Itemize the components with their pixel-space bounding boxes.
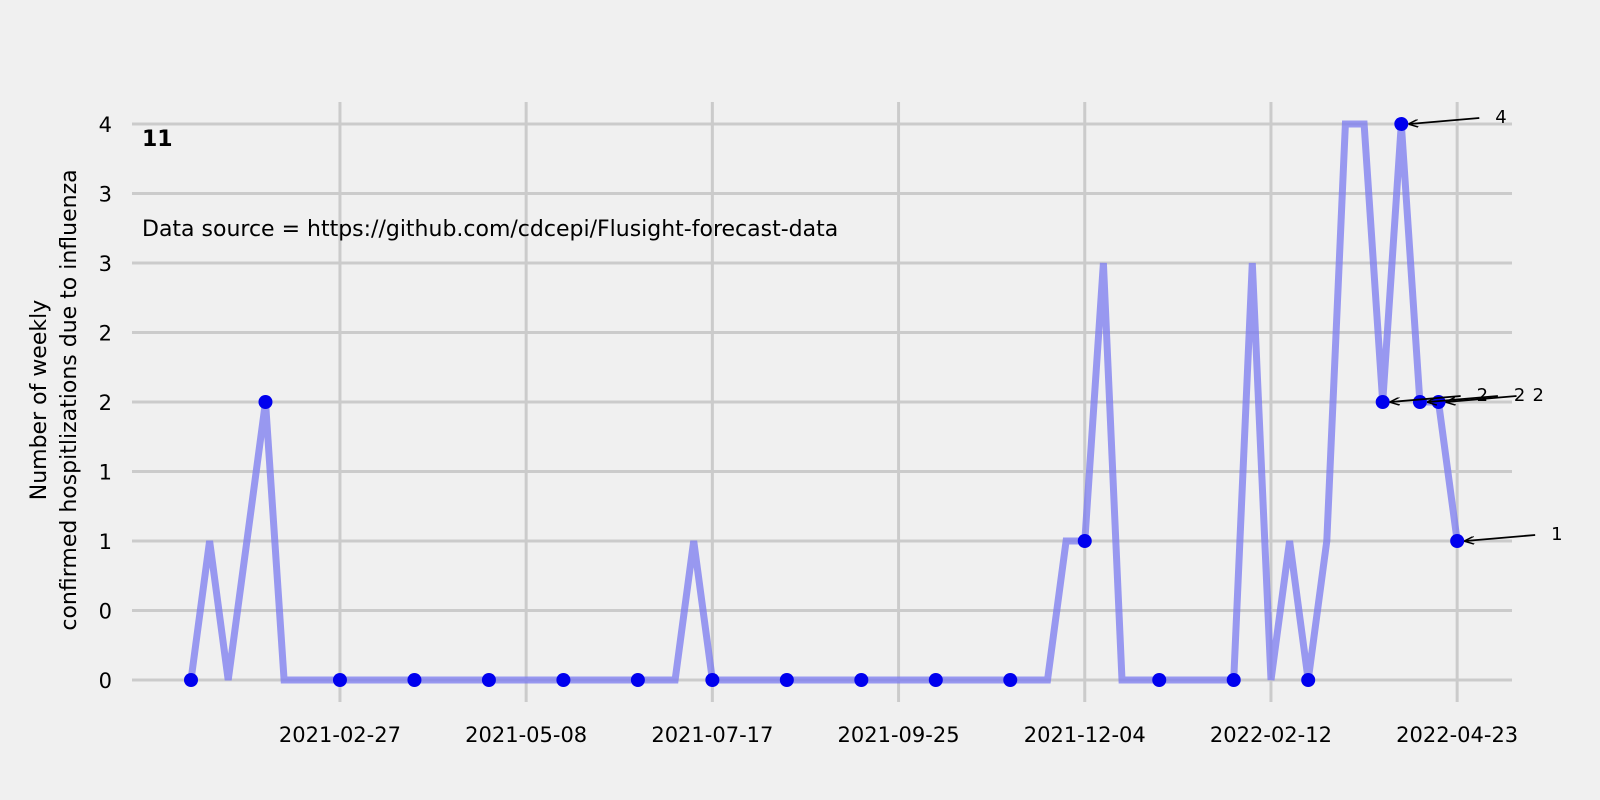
annotation-arrow <box>1465 534 1536 541</box>
data-point-marker <box>1394 117 1409 131</box>
annotation-arrow <box>1428 395 1498 402</box>
data-point-marker <box>1301 673 1316 687</box>
x-tick-labels: 2021-02-27 2021-05-08 2021-07-17 2021-09-25… <box>279 723 1518 747</box>
annotation-label: 2 <box>1477 385 1488 406</box>
data-point-marker <box>332 673 347 687</box>
y-tick-label: 1 <box>99 461 112 485</box>
x-tick-label: 2021-07-17 <box>651 723 773 747</box>
data-point-marker <box>556 673 571 687</box>
annotation-arrow <box>1391 395 1461 402</box>
y-tick-label: 3 <box>99 183 112 207</box>
y-tick-labels: 0 0 1 1 2 2 3 3 4 <box>99 113 112 693</box>
y-axis-label-line-2: confirmed hospitlizations due to influen… <box>57 169 82 630</box>
annotation-label: 2 <box>1514 385 1525 406</box>
data-point-marker <box>1412 395 1427 409</box>
y-tick-label: 0 <box>99 600 112 624</box>
annotation-arrow <box>1447 395 1517 402</box>
grid <box>132 102 1512 702</box>
x-tick-label: 2022-02-12 <box>1210 723 1332 747</box>
data-point-marker <box>854 673 869 687</box>
markers-layer <box>184 117 1465 687</box>
x-tick-label: 2022-04-23 <box>1396 723 1518 747</box>
x-tick-label: 2021-09-25 <box>838 723 960 747</box>
annotation-label: 2 <box>1533 385 1544 406</box>
data-point-marker <box>258 395 273 409</box>
data-point-marker <box>1077 534 1092 548</box>
data-point-marker <box>1450 534 1465 548</box>
y-tick-label: 4 <box>99 113 112 137</box>
panel-label: 11 <box>142 127 173 152</box>
series-line <box>187 120 1461 684</box>
y-axis-label: Number of weekly confirmed hospitlizatio… <box>27 169 82 630</box>
data-point-marker <box>1152 673 1167 687</box>
y-tick-label: 1 <box>99 530 112 554</box>
data-point-marker <box>1003 673 1018 687</box>
data-source-note: Data source = https://github.com/cdcepi/… <box>142 217 838 242</box>
data-point-marker <box>705 673 720 687</box>
series-layer <box>187 120 1461 684</box>
data-point-marker <box>779 673 794 687</box>
data-point-marker <box>407 673 422 687</box>
annotations-layer: 42 2 21 <box>1391 107 1563 545</box>
x-tick-label: 2021-05-08 <box>465 723 587 747</box>
y-tick-label: 2 <box>99 391 112 415</box>
data-point-marker <box>1375 395 1390 409</box>
data-point-marker <box>928 673 943 687</box>
data-point-marker <box>630 673 645 687</box>
data-point-marker <box>184 673 198 687</box>
annotation-arrow <box>1409 117 1480 124</box>
y-tick-label: 2 <box>99 322 112 346</box>
y-tick-label: 0 <box>99 669 112 693</box>
data-point-marker <box>481 673 496 687</box>
y-axis-label-line-1: Number of weekly <box>27 300 52 501</box>
annotation-label: 4 <box>1495 107 1506 128</box>
x-tick-label: 2021-02-27 <box>279 723 401 747</box>
data-point-marker <box>1226 673 1241 687</box>
x-tick-label: 2021-12-04 <box>1024 723 1146 747</box>
annotation-label: 1 <box>1551 524 1562 545</box>
y-tick-label: 3 <box>99 252 112 276</box>
